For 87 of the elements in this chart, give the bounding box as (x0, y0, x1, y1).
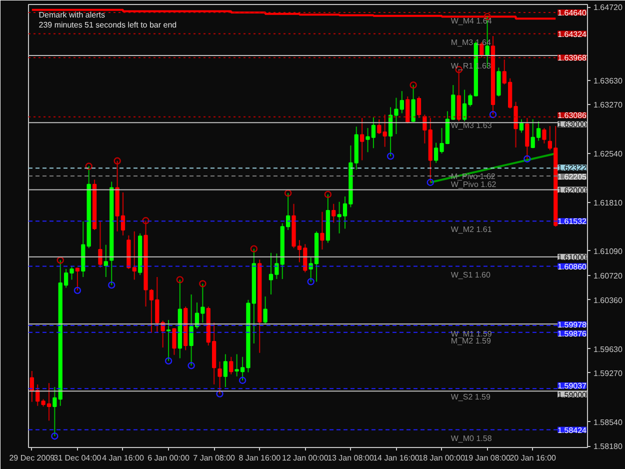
annotation: M_M2 1.59 (450, 336, 492, 346)
x-tick-label: 4 Jan 16:00 (102, 454, 144, 462)
y-tick-label: 1.60360 (594, 296, 623, 305)
candlestick (377, 118, 382, 135)
x-tick-label: 18 Jan 00:00 (418, 454, 466, 462)
ref-line-label: 1.59000 (558, 390, 588, 400)
ref-line-label: 1.62205 (558, 172, 588, 182)
candlestick (496, 67, 501, 97)
point (238, 376, 246, 384)
point (142, 217, 150, 224)
ref-line-label: 1.64324 (558, 30, 588, 39)
x-tick-label: 13 Jan 08:00 (328, 454, 374, 462)
point (188, 362, 195, 370)
point (489, 110, 497, 118)
annotation: 239 minutes 51 seconds left to bar end (38, 20, 177, 30)
candlestick (320, 211, 324, 250)
ref-line-label: 1.59978 (558, 320, 588, 330)
candlestick (172, 328, 176, 356)
point (250, 245, 258, 252)
candlestick (360, 117, 364, 161)
x-tick-label: 31 Dec 04:00 (54, 454, 102, 462)
x-tick-label: 19 Jan 08:00 (464, 454, 511, 462)
point (108, 281, 116, 289)
ref-line-label: 1.59876 (558, 329, 588, 338)
annotation: W_Pivo 1.62 (450, 180, 497, 189)
annotation: W_M3 1.63 (450, 120, 492, 130)
annotation: W_M2 1.61 (450, 225, 492, 234)
point (284, 190, 292, 197)
point (216, 390, 224, 398)
y-tick-label: 1.62540 (594, 150, 623, 159)
ref-line-label: 1.63086 (558, 111, 588, 120)
candlestick (519, 118, 524, 134)
point (176, 276, 184, 284)
candlestick (104, 244, 108, 278)
x-tick-label: 8 Jan 16:00 (238, 454, 282, 462)
annotation: W_M0 1.58 (450, 434, 492, 443)
ref-line-label: 1.64640 (558, 8, 588, 18)
candlestick (98, 220, 102, 268)
x-tick-label: 20 Jan 16:00 (510, 454, 557, 462)
x-tick-label: 14 Jan 16:00 (373, 454, 420, 462)
y-tick-label: 1.63630 (594, 76, 623, 86)
y-tick-label: 1.59630 (594, 344, 623, 354)
annotation: Demark with alerts (38, 10, 105, 20)
x-tick-label: 29 Dec 2009 (9, 454, 56, 462)
ref-line-label: 1.59037 (558, 381, 588, 390)
ref-line-label: 1.63968 (558, 54, 588, 63)
ref-line-label: 1.58424 (558, 426, 588, 435)
annotation: W_S1 1.60 (450, 270, 492, 280)
candlestick (542, 128, 546, 144)
candlestick (406, 96, 410, 124)
point (386, 152, 394, 160)
point (85, 162, 92, 170)
ref-line-label: 1.60860 (558, 262, 588, 272)
ref-line-label: 1.62000 (558, 186, 588, 195)
y-tick-label: 1.63270 (594, 100, 623, 110)
y-tick-label: 1.60720 (594, 272, 623, 281)
point (307, 278, 314, 286)
candlestick (382, 114, 387, 148)
candlestick (229, 356, 234, 375)
point (164, 357, 172, 365)
point (324, 190, 332, 198)
ref-line-label: 1.62322 (558, 164, 588, 173)
y-tick-label: 1.58180 (594, 442, 623, 452)
point (426, 178, 434, 186)
ref-line-label: 1.63000 (558, 120, 588, 130)
y-tick-label: 1.58540 (594, 418, 623, 427)
point (56, 256, 64, 264)
ref-line-label: 1.61532 (558, 217, 588, 226)
y-tick-label: 1.59270 (594, 368, 623, 378)
point (74, 286, 82, 294)
annotation: W_S2 1.59 (450, 392, 492, 402)
y-tick-label: 1.61810 (594, 198, 623, 208)
x-tick-label: 12 Jan 00:00 (282, 454, 329, 462)
candlestick (416, 96, 422, 118)
x-tick-label: 6 Jan 00:00 (148, 454, 190, 462)
candlestick (332, 203, 336, 224)
point (199, 280, 206, 288)
point (524, 155, 531, 162)
point (410, 81, 417, 89)
ref-line-label: 1.61000 (558, 252, 588, 262)
candlestick (263, 296, 268, 324)
y-tick-label: 1.64720 (594, 3, 623, 12)
candlestick (223, 354, 228, 388)
y-tick-label: 1.61090 (594, 246, 623, 256)
x-tick-label: 7 Jan 08:00 (193, 454, 236, 462)
point (51, 432, 58, 440)
point (114, 157, 121, 164)
